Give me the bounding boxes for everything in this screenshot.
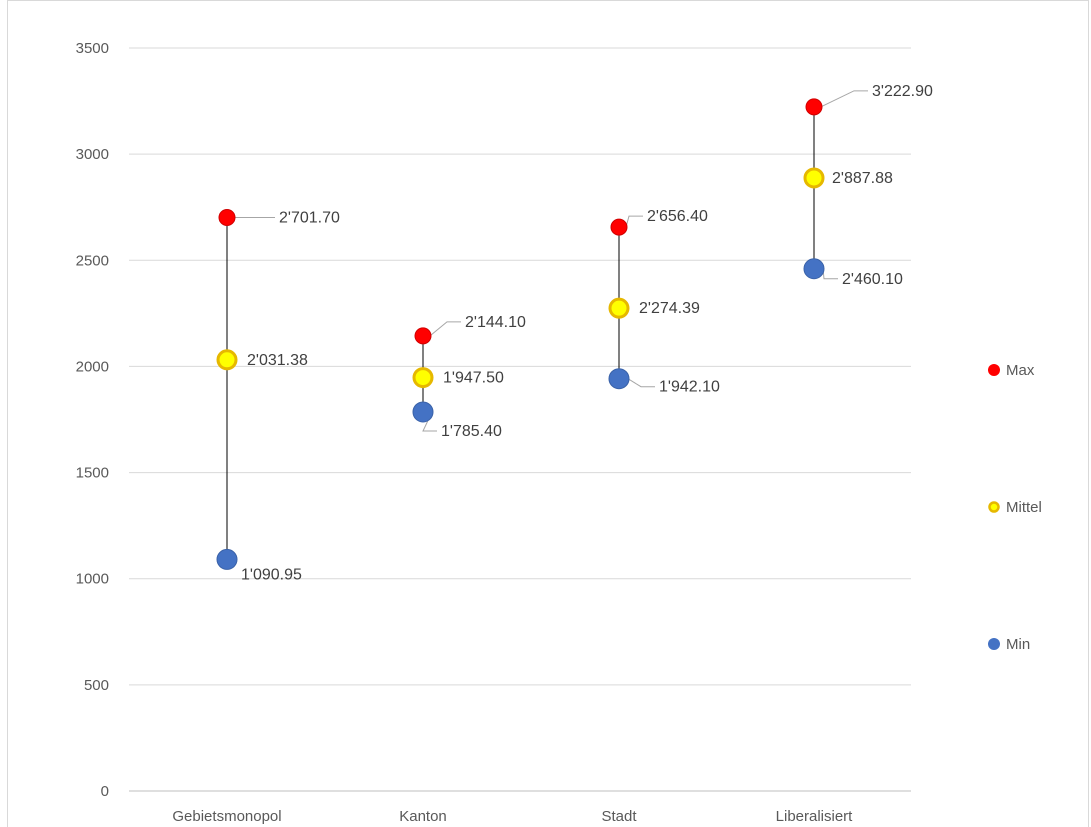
x-category-label: Gebietsmonopol <box>172 808 281 825</box>
max-point <box>218 208 236 226</box>
max-data-label: 3'222.90 <box>872 83 933 100</box>
min-data-label: 2'460.10 <box>842 271 903 288</box>
legend-label: Min <box>1006 636 1030 653</box>
max-data-label: 2'701.70 <box>279 209 340 226</box>
x-category-label: Kanton <box>399 808 447 825</box>
x-category-label: Stadt <box>601 808 637 825</box>
leader-line <box>820 90 868 108</box>
legend-label: Max <box>1006 362 1035 379</box>
min-point <box>216 548 238 570</box>
leader-line <box>625 215 643 228</box>
max-data-label: 2'656.40 <box>647 208 708 225</box>
leader-line <box>429 321 461 337</box>
mittel-point <box>216 349 238 371</box>
leader-line <box>822 268 838 280</box>
mittel-point <box>803 167 825 189</box>
legend-marker <box>988 638 1000 650</box>
min-data-label: 1'090.95 <box>241 566 302 583</box>
mittel-data-label: 2'887.88 <box>832 170 893 187</box>
chart-frame <box>7 0 1089 827</box>
legend-marker <box>988 364 1000 376</box>
min-data-label: 1'942.10 <box>659 379 720 396</box>
y-tick-label: 2500 <box>76 252 109 269</box>
max-point <box>805 98 823 116</box>
max-data-label: 2'144.10 <box>465 314 526 331</box>
y-tick-label: 3000 <box>76 146 109 163</box>
y-tick-label: 0 <box>101 783 109 800</box>
y-tick-label: 2000 <box>76 358 109 375</box>
max-point <box>610 218 628 236</box>
leader-line <box>627 378 655 388</box>
min-point <box>412 401 434 423</box>
min-point <box>803 258 825 280</box>
min-data-label: 1'785.40 <box>441 423 502 440</box>
max-point <box>414 327 432 345</box>
mittel-point <box>412 367 434 389</box>
y-tick-label: 1000 <box>76 571 109 588</box>
min-point <box>608 368 630 390</box>
y-tick-label: 1500 <box>76 465 109 482</box>
y-tick-label: 3500 <box>76 40 109 57</box>
legend-marker <box>988 501 1000 513</box>
x-category-label: Liberalisiert <box>776 808 854 825</box>
legend-label: Mittel <box>1006 499 1042 516</box>
mittel-data-label: 2'031.38 <box>247 352 308 369</box>
mittel-point <box>608 297 630 319</box>
mittel-data-label: 1'947.50 <box>443 370 504 387</box>
y-tick-label: 500 <box>84 677 109 694</box>
mittel-data-label: 2'274.39 <box>639 300 700 317</box>
